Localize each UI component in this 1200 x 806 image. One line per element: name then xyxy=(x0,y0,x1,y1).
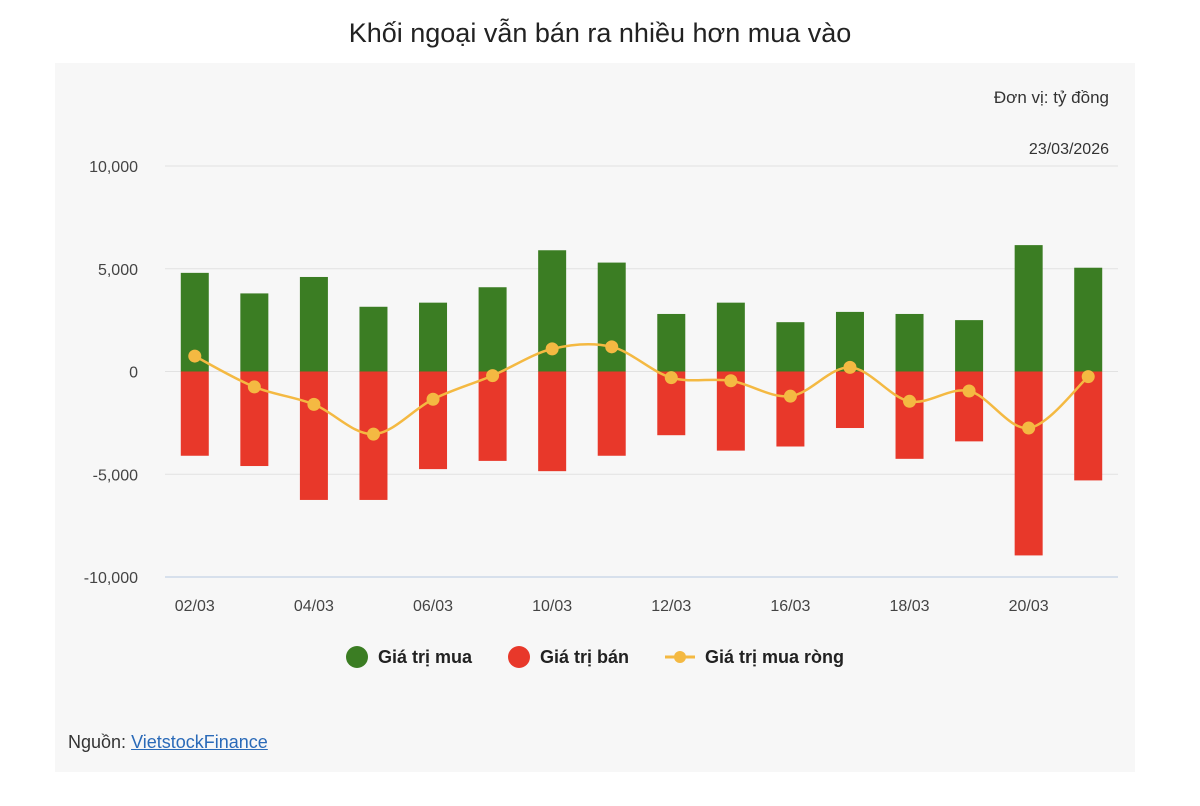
net-point xyxy=(545,342,559,356)
unit-label: Đơn vị: tỷ đồng xyxy=(993,88,1109,107)
net-point xyxy=(188,349,202,363)
net-line xyxy=(194,342,1090,436)
sell-bar xyxy=(538,371,567,472)
x-tick-label: 06/03 xyxy=(413,598,453,615)
legend-net-label: Giá trị mua ròng xyxy=(705,646,845,667)
y-tick-label: 5,000 xyxy=(98,262,138,279)
source-link[interactable]: VietstockFinance xyxy=(131,732,268,752)
x-tick-label: 18/03 xyxy=(890,598,930,615)
net-point xyxy=(783,389,797,403)
net-point xyxy=(605,340,619,354)
x-tick-label: 12/03 xyxy=(651,598,691,615)
y-tick-label: 10,000 xyxy=(89,159,138,176)
sell-bar xyxy=(180,371,209,456)
chart-panel: 10,000 5,000 0 -5,000 -10,000 02/03 04/03 06/03… xyxy=(55,63,1135,772)
x-tick-label: 16/03 xyxy=(770,598,810,615)
sell-bar xyxy=(419,371,448,470)
source-label: Nguồn: xyxy=(68,732,127,752)
source: Nguồn: VietstockFinance xyxy=(68,732,268,753)
buy-bar xyxy=(359,306,388,372)
net-point xyxy=(962,384,976,398)
net-point xyxy=(1081,370,1095,384)
sell-bar xyxy=(895,371,924,459)
sell-bar xyxy=(478,371,507,461)
net-point xyxy=(486,369,500,383)
sell-bar xyxy=(1074,371,1103,481)
legend-buy-label: Giá trị mua xyxy=(377,646,472,667)
sell-bar xyxy=(835,371,864,429)
legend-item-sell[interactable]: Giá trị bán xyxy=(507,646,629,668)
buy-bar xyxy=(240,293,269,372)
legend: Giá trị mua Giá trị bán Giá trị mua ròng xyxy=(55,646,1135,668)
legend-sell-marker xyxy=(507,646,530,668)
x-tick-label: 10/03 xyxy=(532,598,572,615)
net-point xyxy=(307,397,321,411)
buy-bar xyxy=(299,276,328,372)
legend-buy-marker xyxy=(345,646,368,668)
chart-title: Khối ngoại vẫn bán ra nhiều hơn mua vào xyxy=(348,18,852,48)
y-tick-label: -5,000 xyxy=(93,467,138,484)
x-tick-label: 04/03 xyxy=(294,598,334,615)
net-point xyxy=(724,374,738,388)
x-tick-label: 02/03 xyxy=(175,598,215,615)
sell-bar xyxy=(1014,371,1043,556)
buy-bar xyxy=(955,320,984,372)
sell-bar xyxy=(597,371,626,456)
legend-net-marker xyxy=(665,651,695,663)
buy-bar xyxy=(1014,245,1043,372)
buy-bar xyxy=(895,313,924,372)
sell-bar xyxy=(955,371,984,442)
net-point xyxy=(366,427,380,441)
y-tick-label: -10,000 xyxy=(84,570,138,587)
net-point xyxy=(903,394,917,408)
net-point xyxy=(843,360,857,374)
chart-svg: 10,000 5,000 0 -5,000 -10,000 02/03 04/03 06/03… xyxy=(84,159,1118,615)
buy-bar xyxy=(776,322,805,372)
x-tick-label: 20/03 xyxy=(1009,598,1049,615)
buy-bar xyxy=(716,302,745,372)
buy-bar xyxy=(1074,267,1103,372)
net-point xyxy=(247,380,261,394)
legend-sell-label: Giá trị bán xyxy=(539,646,629,667)
sell-bar xyxy=(776,371,805,447)
legend-item-buy[interactable]: Giá trị mua xyxy=(345,646,472,668)
buy-bar xyxy=(597,262,626,372)
legend-item-net[interactable]: Giá trị mua ròng xyxy=(665,646,844,668)
y-tick-label: 0 xyxy=(129,365,138,382)
buy-bar xyxy=(657,313,686,372)
date-label: 23/03/2026 xyxy=(1028,141,1109,158)
net-point xyxy=(426,392,440,406)
net-point xyxy=(664,371,678,385)
net-point xyxy=(1022,421,1036,435)
buy-bar xyxy=(419,302,448,372)
sell-bar xyxy=(299,371,328,500)
buy-bar xyxy=(478,287,507,372)
